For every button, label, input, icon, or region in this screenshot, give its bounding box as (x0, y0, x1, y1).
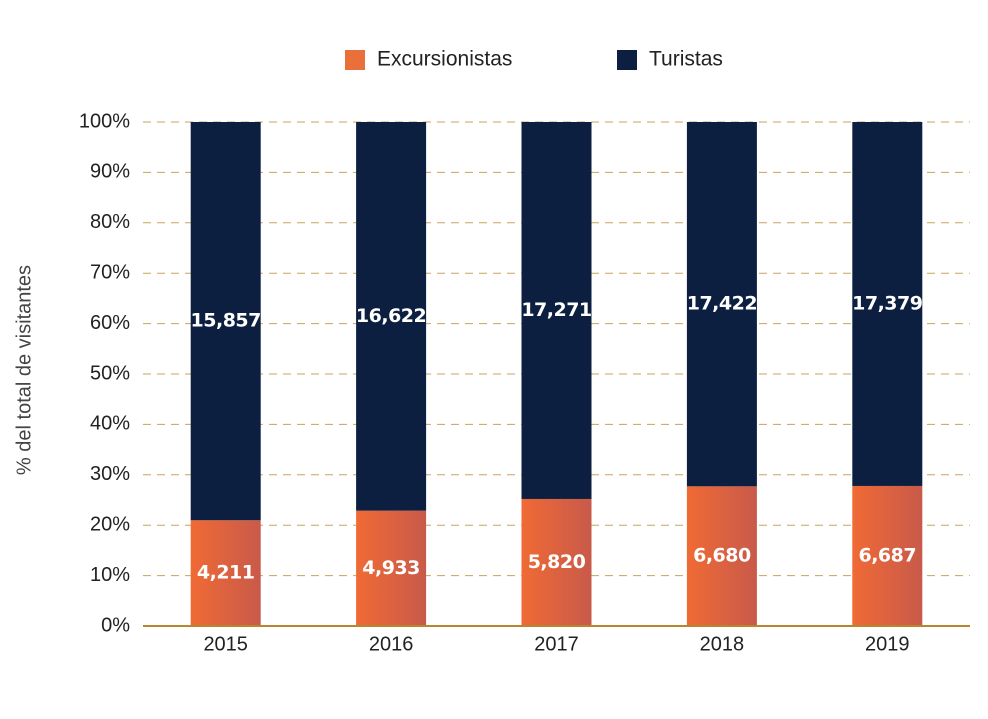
y-tick-label: 0% (101, 614, 130, 636)
data-label: 6,680 (693, 545, 751, 567)
bar-segment (190, 122, 261, 521)
y-tick-label: 90% (90, 161, 130, 183)
y-axis-label: % del total de visitantes (13, 265, 35, 475)
data-label: 16,622 (356, 305, 426, 327)
y-tick-label: 10% (90, 564, 130, 586)
data-label: 6,687 (858, 544, 916, 566)
legend-swatch (345, 50, 365, 70)
x-tick-label: 2018 (700, 633, 745, 655)
x-tick-label: 2019 (865, 633, 910, 655)
bar-segment (521, 122, 592, 499)
legend-label: Excursionistas (377, 48, 512, 71)
x-tick-label: 2015 (203, 633, 248, 655)
bar-segment (852, 122, 923, 486)
y-tick-label: 20% (90, 513, 130, 535)
y-tick-label: 40% (90, 413, 130, 435)
bar-segment (686, 122, 757, 487)
y-tick-label: 80% (90, 211, 130, 233)
bar-segment (190, 520, 261, 626)
x-tick-label: 2017 (534, 633, 579, 655)
data-label: 17,422 (687, 293, 757, 315)
data-label: 5,820 (528, 551, 586, 573)
legend-swatch (617, 50, 637, 70)
bar-segment (686, 486, 757, 626)
x-tick-label: 2016 (369, 633, 414, 655)
bar-segment (852, 485, 923, 626)
legend-label: Turistas (649, 48, 723, 71)
bar-segment (356, 122, 427, 511)
data-label: 4,211 (197, 562, 255, 584)
y-tick-label: 60% (90, 312, 130, 334)
data-label: 4,933 (362, 557, 420, 579)
y-tick-label: 70% (90, 261, 130, 283)
bar-segment (356, 510, 427, 626)
y-tick-label: 50% (90, 362, 130, 384)
bar-segment (521, 498, 592, 626)
data-label: 17,379 (852, 292, 922, 314)
data-label: 17,271 (521, 299, 591, 321)
y-tick-label: 30% (90, 463, 130, 485)
data-label: 15,857 (191, 310, 261, 332)
y-tick-label: 100% (79, 110, 130, 132)
